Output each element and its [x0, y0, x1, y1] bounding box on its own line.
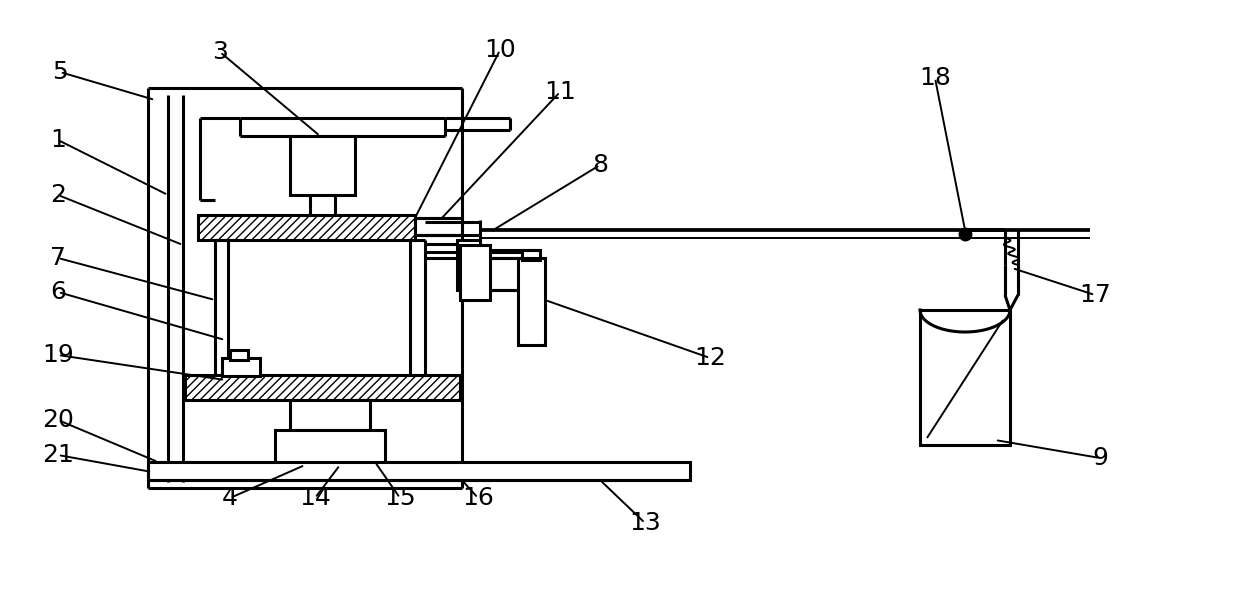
Bar: [185, 375, 460, 400]
Text: 7: 7: [50, 246, 66, 270]
Bar: [275, 430, 384, 465]
Bar: [290, 400, 370, 430]
Text: 18: 18: [919, 66, 951, 90]
Bar: [229, 350, 248, 360]
Text: 11: 11: [544, 80, 575, 104]
Text: 21: 21: [42, 443, 74, 467]
Text: 14: 14: [299, 486, 331, 510]
Bar: [920, 310, 1011, 445]
Text: 9: 9: [1092, 446, 1107, 470]
Bar: [460, 245, 490, 300]
Text: 16: 16: [463, 486, 494, 510]
Text: 6: 6: [50, 280, 66, 304]
Text: 12: 12: [694, 346, 725, 370]
Text: 2: 2: [50, 183, 66, 207]
Text: 4: 4: [222, 486, 238, 510]
Text: 17: 17: [1079, 283, 1111, 307]
Bar: [290, 136, 355, 195]
Text: 20: 20: [42, 408, 74, 432]
Text: 15: 15: [384, 486, 415, 510]
Text: 8: 8: [591, 153, 608, 177]
Text: 5: 5: [52, 60, 68, 84]
Bar: [198, 215, 415, 240]
Text: 1: 1: [50, 128, 66, 152]
Bar: [148, 462, 689, 480]
Bar: [415, 218, 463, 235]
Bar: [222, 358, 260, 376]
Bar: [458, 240, 480, 290]
Text: 10: 10: [484, 38, 516, 62]
Bar: [518, 258, 546, 345]
Bar: [522, 250, 539, 260]
Text: 19: 19: [42, 343, 74, 367]
Text: 13: 13: [629, 511, 661, 535]
Text: 3: 3: [212, 40, 228, 64]
